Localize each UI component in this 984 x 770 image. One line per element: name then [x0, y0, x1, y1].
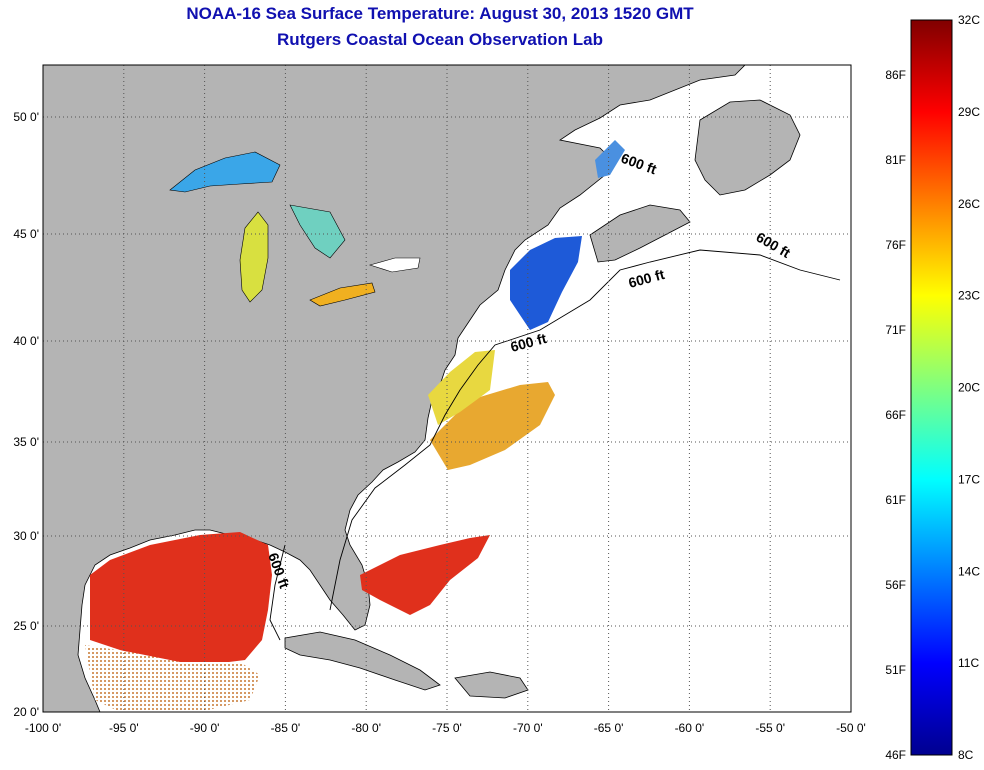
- colorbar-celsius-label: 26C: [958, 197, 980, 211]
- longitude-tick-label: -90 0': [190, 721, 220, 735]
- colorbar-celsius-label: 23C: [958, 289, 980, 303]
- colorbar-celsius-label: 14C: [958, 564, 980, 578]
- gulf-st-lawrence-sst: [595, 140, 625, 178]
- map-panel: [43, 65, 851, 712]
- gulf-of-mexico-sst: [90, 532, 272, 665]
- colorbar-fahrenheit-label: 61F: [885, 493, 906, 507]
- longitude-tick-label: -55 0': [755, 721, 785, 735]
- lake-huron-sst: [289, 204, 346, 259]
- depth-contour-600ft: [269, 249, 841, 641]
- colorbar-celsius-ticks: 32C 29C 26C 23C 20C 17C 14C 11C 8C: [958, 13, 980, 762]
- colorbar-celsius-label: 32C: [958, 13, 980, 27]
- temperature-colorbar: [910, 19, 953, 756]
- colorbar-fahrenheit-label: 81F: [885, 153, 906, 167]
- cuba-land: [284, 631, 441, 691]
- latitude-tick-label: 25 0': [13, 619, 39, 633]
- latitude-axis: 50 0' 45 0' 40 0' 35 0' 30 0' 25 0' 20 0': [13, 110, 39, 719]
- latitude-tick-label: 40 0': [13, 334, 39, 348]
- map-frame: [42, 64, 852, 713]
- lake-ontario-sst: [368, 257, 421, 273]
- longitude-tick-label: -100 0': [25, 721, 61, 735]
- colorbar-fahrenheit-label: 51F: [885, 663, 906, 677]
- longitude-axis: -100 0' -95 0' -90 0' -85 0' -80 0' -75 0' -70…: [25, 721, 866, 735]
- latitude-tick-label: 30 0': [13, 529, 39, 543]
- colorbar-celsius-label: 20C: [958, 381, 980, 395]
- latitude-tick-label: 35 0': [13, 435, 39, 449]
- colorbar-celsius-label: 11C: [958, 656, 979, 670]
- map-subtitle: Rutgers Coastal Ocean Observation Lab: [277, 30, 603, 49]
- colorbar-celsius-label: 8C: [958, 748, 974, 762]
- colorbar-fahrenheit-label: 56F: [885, 578, 906, 592]
- gulf-south-sparse-sst: [85, 645, 260, 712]
- map-title: NOAA-16 Sea Surface Temperature: August …: [186, 4, 694, 23]
- longitude-tick-label: -70 0': [513, 721, 543, 735]
- hispaniola-land: [454, 671, 529, 699]
- longitude-tick-label: -85 0': [271, 721, 301, 735]
- longitude-tick-label: -80 0': [351, 721, 381, 735]
- longitude-tick-label: -50 0': [836, 721, 866, 735]
- colorbar-fahrenheit-label: 66F: [885, 408, 906, 422]
- gulf-of-maine-sst: [510, 236, 582, 330]
- longitude-tick-label: -75 0': [432, 721, 462, 735]
- colorbar-fahrenheit-ticks: 86F 81F 76F 71F 66F 61F 56F 51F 46F: [885, 68, 906, 762]
- colorbar-fahrenheit-label: 71F: [885, 323, 906, 337]
- latitude-tick-label: 50 0': [13, 110, 39, 124]
- lake-erie-sst: [309, 282, 376, 307]
- graticule: [43, 65, 851, 712]
- colorbar-celsius-label: 29C: [958, 105, 980, 119]
- newfoundland-land: [694, 99, 801, 196]
- longitude-tick-label: -60 0': [675, 721, 705, 735]
- longitude-tick-label: -65 0': [594, 721, 624, 735]
- longitude-tick-label: -95 0': [109, 721, 139, 735]
- colorbar-fahrenheit-label: 46F: [885, 748, 906, 762]
- north-atlantic-warm-sst: [430, 382, 555, 470]
- bahamas-gulf-stream-sst: [360, 535, 490, 615]
- colorbar-celsius-label: 17C: [958, 472, 980, 486]
- colorbar-fahrenheit-label: 86F: [885, 68, 906, 82]
- colorbar-fahrenheit-label: 76F: [885, 238, 906, 252]
- latitude-tick-label: 45 0': [13, 227, 39, 241]
- latitude-tick-label: 20 0': [13, 705, 39, 719]
- lake-superior-sst: [169, 151, 281, 193]
